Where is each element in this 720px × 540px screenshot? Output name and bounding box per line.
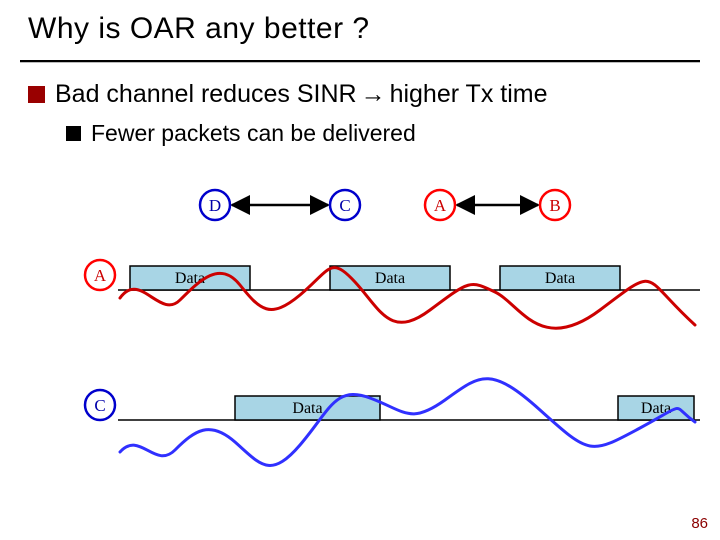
bullet-sub: Fewer packets can be delivered	[66, 120, 416, 147]
bullet-main-after: higher Tx time	[390, 80, 548, 109]
node-label: A	[434, 196, 447, 215]
data-box-label: Data	[175, 270, 205, 287]
bullet-square-icon	[28, 86, 45, 103]
channel-curve-c	[120, 379, 695, 466]
timing-diagram: DCABACDataDataDataDataData	[0, 170, 720, 500]
slide-number: 86	[691, 515, 708, 532]
node-label: C	[339, 196, 350, 215]
bullet-sub-text: Fewer packets can be delivered	[91, 120, 416, 147]
node-label: B	[549, 196, 560, 215]
arrow-icon: →	[361, 80, 386, 109]
data-box-label: Data	[545, 270, 575, 287]
title-underline	[20, 60, 700, 63]
row-node-label: C	[94, 396, 105, 415]
node-label: D	[209, 196, 221, 215]
bullet-main: Bad channel reduces SINR → higher Tx tim…	[28, 80, 548, 109]
bullet-main-before: Bad channel reduces SINR	[55, 80, 357, 109]
data-box-label: Data	[292, 400, 322, 417]
slide: Why is OAR any better ? Bad channel redu…	[0, 0, 720, 540]
bullet-square-icon	[66, 126, 81, 141]
row-node-label: A	[94, 266, 107, 285]
slide-title: Why is OAR any better ?	[28, 12, 370, 46]
data-box-label: Data	[375, 270, 405, 287]
